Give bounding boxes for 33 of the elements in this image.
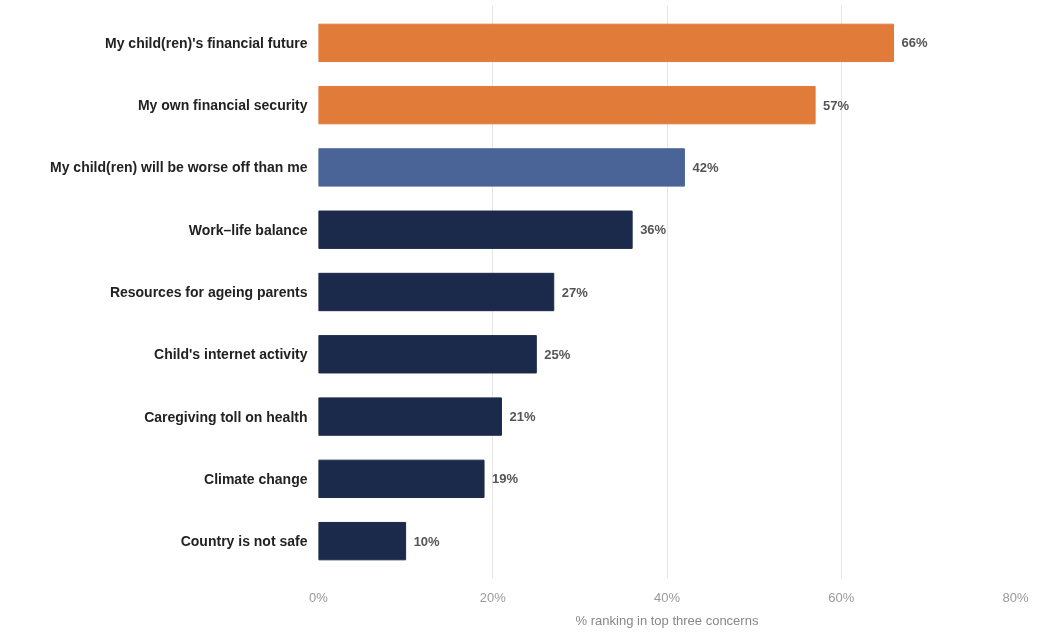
bar <box>318 85 816 125</box>
y-tick-label: My own financial security <box>137 97 308 114</box>
bar <box>318 335 537 374</box>
x-axis-title: % ranking in top three concerns <box>575 612 759 628</box>
data-label: 21% <box>509 409 536 425</box>
y-tick-label: Country is not safe <box>180 533 308 550</box>
data-label: 10% <box>413 533 441 549</box>
data-label: 36% <box>640 222 667 238</box>
data-label: 19% <box>492 471 519 487</box>
bar <box>318 210 633 249</box>
bar <box>318 521 407 561</box>
data-label: 66% <box>901 35 928 51</box>
data-label: 42% <box>692 159 719 175</box>
x-tick-label: 40% <box>653 589 681 605</box>
data-label: 27% <box>561 284 589 300</box>
data-label: 57% <box>823 97 850 113</box>
bar <box>318 148 685 187</box>
y-tick-label: Resources for ageing parents <box>109 284 308 300</box>
y-tick-label: My child(ren)'s financial future <box>105 34 308 51</box>
y-tick-label: Caregiving toll on health <box>144 408 308 425</box>
x-tick-label: 60% <box>828 589 855 605</box>
bar <box>318 459 485 499</box>
bar <box>318 397 502 436</box>
bar <box>318 23 895 63</box>
x-tick-label: 20% <box>479 589 507 605</box>
y-tick-label: Climate change <box>204 470 308 487</box>
y-tick-label: Work–life balance <box>188 221 308 238</box>
y-tick-label: My child(ren) will be worse off than me <box>50 159 308 176</box>
y-tick-label: Child's internet activity <box>154 346 308 363</box>
data-label: 25% <box>544 346 571 362</box>
x-tick-label: 0% <box>309 589 329 605</box>
bar <box>318 272 555 312</box>
x-tick-label: 80% <box>1002 589 1029 605</box>
